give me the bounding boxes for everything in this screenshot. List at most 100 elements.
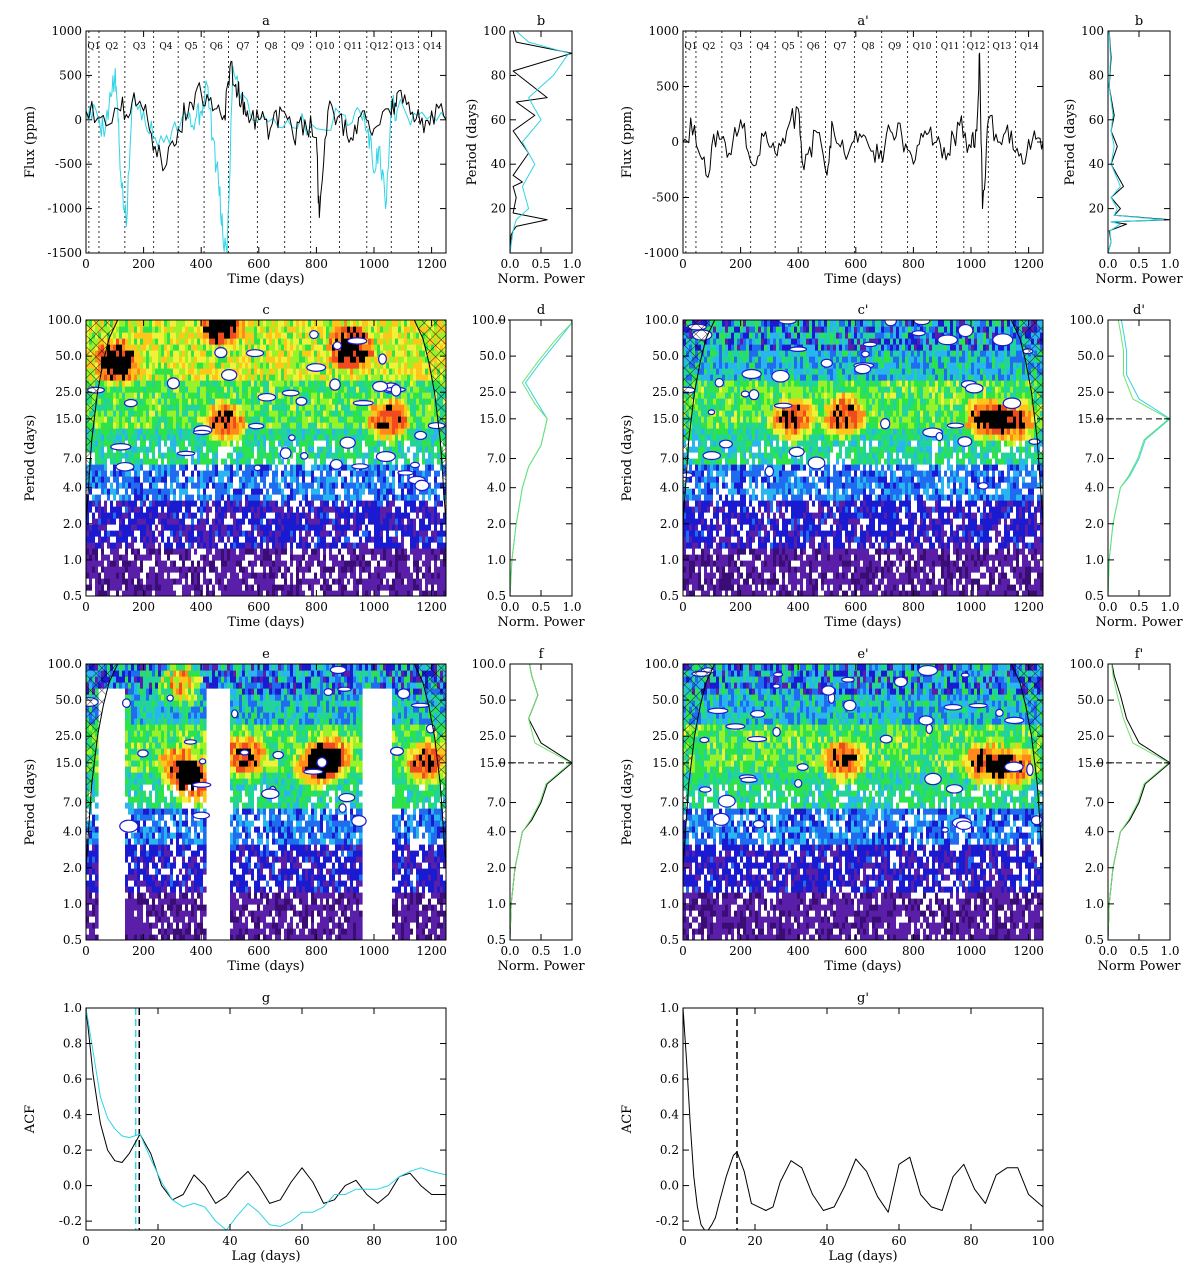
wps-cell xyxy=(116,374,120,381)
wps-cell xyxy=(143,482,147,489)
wps-cell xyxy=(314,434,318,441)
wps-cell xyxy=(209,536,213,543)
wps-cell xyxy=(200,380,204,387)
wps-cell xyxy=(416,590,420,596)
wps-cell xyxy=(437,518,441,525)
wps-cell xyxy=(440,506,444,513)
wps-cell xyxy=(401,398,405,405)
wps-cell xyxy=(344,566,348,573)
wps-cell xyxy=(119,476,123,483)
wps-cell xyxy=(185,428,189,435)
wps-cell xyxy=(422,494,426,501)
wps-cell xyxy=(374,500,378,507)
wps-cell xyxy=(299,356,303,363)
wps-cell xyxy=(353,476,357,483)
wps-cell xyxy=(140,422,144,429)
wps-cell xyxy=(188,590,192,596)
wps-cell xyxy=(158,362,162,369)
wps-cell xyxy=(293,566,297,573)
wps-cell xyxy=(122,386,126,393)
wps-cell xyxy=(239,446,243,453)
wps-cell xyxy=(413,362,417,369)
wps-cell xyxy=(146,500,150,507)
wps-cell xyxy=(179,506,183,513)
wps-cell xyxy=(137,500,141,507)
wps-cell xyxy=(134,404,138,411)
wps-cell xyxy=(176,554,180,561)
wps-cell xyxy=(188,500,192,507)
wps-cell xyxy=(239,530,243,537)
wps-cell xyxy=(254,512,258,519)
wps-cell xyxy=(146,506,150,513)
wps-cell xyxy=(341,572,345,579)
wps-cell xyxy=(326,392,330,399)
wps-cell xyxy=(263,542,267,549)
wps-cell xyxy=(128,380,132,387)
wps-cell xyxy=(176,536,180,543)
wps-cell xyxy=(185,374,189,381)
wps-cell xyxy=(437,458,441,465)
wps-cell xyxy=(110,374,114,381)
wps-cell xyxy=(173,488,177,495)
wps-cell xyxy=(173,368,177,375)
wps-cell xyxy=(239,368,243,375)
wps-cell xyxy=(290,362,294,369)
wps-cell xyxy=(119,470,123,477)
wps-cell xyxy=(248,392,252,399)
wps-cell xyxy=(407,536,411,543)
wps-cell xyxy=(314,476,318,483)
wps-cell xyxy=(350,386,354,393)
wps-cell xyxy=(170,440,174,447)
wps-cell xyxy=(374,434,378,441)
wps-cell xyxy=(410,488,414,495)
wps-cell xyxy=(110,356,114,363)
wps-cell xyxy=(407,374,411,381)
wps-cell xyxy=(290,530,294,537)
wps-cell xyxy=(278,548,282,555)
wps-cell xyxy=(230,458,234,465)
wps-cell xyxy=(371,518,375,525)
wps-cell xyxy=(182,494,186,501)
wps-cell xyxy=(89,470,93,477)
wps-cell xyxy=(281,440,285,447)
wps-cell xyxy=(422,518,426,525)
wps-cell xyxy=(143,512,147,519)
wps-cell xyxy=(404,566,408,573)
wps-cell xyxy=(350,362,354,369)
wps-cell xyxy=(98,416,102,423)
wps-cell xyxy=(383,392,387,399)
wps-cell xyxy=(428,512,432,519)
wps-cell xyxy=(161,476,165,483)
wps-cell xyxy=(230,350,234,357)
wps-cell xyxy=(308,452,312,459)
wps-cell xyxy=(404,590,408,596)
wps-cell xyxy=(224,362,228,369)
wps-cell xyxy=(191,482,195,489)
wps-cell xyxy=(152,392,156,399)
wps-cell xyxy=(245,404,249,411)
wps-cell xyxy=(158,584,162,591)
wps-cell xyxy=(338,560,342,567)
wps-cell xyxy=(86,578,90,585)
wps-cell xyxy=(356,506,360,513)
wps-cell xyxy=(248,398,252,405)
wps-cell xyxy=(149,494,153,501)
wps-cell xyxy=(380,584,384,591)
wps-cell xyxy=(110,482,114,489)
wps-cell xyxy=(113,476,117,483)
wps-cell xyxy=(395,416,399,423)
wps-cell xyxy=(275,458,279,465)
wps-cell xyxy=(137,560,141,567)
wps-cell xyxy=(203,566,207,573)
wps-cell xyxy=(107,350,111,357)
wps-cell xyxy=(311,416,315,423)
wps-cell xyxy=(398,542,402,549)
wps-cell xyxy=(356,482,360,489)
wps-cell xyxy=(401,506,405,513)
wps-cell xyxy=(332,518,336,525)
wps-cell xyxy=(356,584,360,591)
wps-cell xyxy=(311,548,315,555)
wps-cell xyxy=(131,500,135,507)
wps-cell xyxy=(176,590,180,596)
wps-cell xyxy=(254,398,258,405)
